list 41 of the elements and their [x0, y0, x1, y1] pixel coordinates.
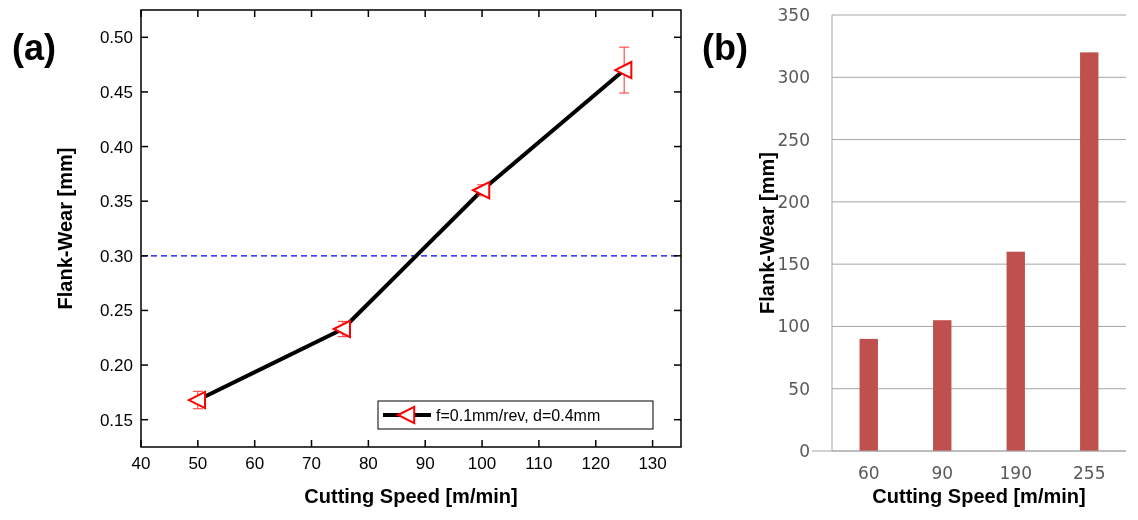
text: (a) — [12, 27, 56, 68]
bar — [1080, 52, 1099, 451]
x-tick-label: 90 — [415, 454, 435, 473]
x-tick-label: 50 — [188, 454, 208, 473]
x-tick-label: 255 — [1073, 463, 1106, 483]
y-tick-label: 0.45 — [99, 82, 133, 102]
y-axis-title: Flank-Wear [mm] — [756, 152, 778, 314]
x-tick-label: 60 — [857, 463, 880, 483]
x-tick-label: 110 — [525, 454, 553, 473]
x-tick-label: 100 — [467, 454, 497, 473]
y-tick-label: 250 — [777, 129, 810, 150]
x-tick-label: 80 — [358, 454, 378, 473]
y-tick-label: 0.15 — [99, 410, 133, 430]
x-tick-label: 70 — [302, 454, 321, 473]
y-tick-label: 350 — [777, 4, 810, 25]
x-tick-label: 130 — [638, 454, 667, 473]
legend-label: f=0.1mm/rev, d=0.4mm — [436, 406, 601, 424]
x-tick-label: 60 — [245, 454, 265, 473]
y-tick-label: 200 — [777, 191, 810, 212]
y-tick-label: 0 — [799, 440, 810, 461]
y-tick-label: 0.30 — [99, 246, 133, 266]
y-tick-label: 150 — [777, 254, 810, 275]
y-tick-label: 50 — [788, 378, 810, 399]
bar — [1006, 251, 1025, 451]
y-tick-label: 0.35 — [99, 192, 133, 212]
y-tick-label: 0.40 — [99, 137, 133, 157]
x-tick-label: 120 — [581, 454, 610, 473]
x-tick-label: 40 — [131, 454, 151, 473]
y-tick-label: 0.25 — [99, 301, 133, 321]
y-tick-label: 300 — [777, 67, 810, 88]
x-axis-title: Cutting Speed [m/min] — [872, 485, 1086, 507]
y-axis-title: Flank-Wear [mm] — [54, 147, 76, 310]
x-tick-label: 90 — [931, 463, 954, 483]
y-tick-label: 0.50 — [99, 28, 133, 48]
y-tick-label: 100 — [777, 316, 810, 337]
x-axis-title: Cutting Speed [m/min] — [304, 485, 518, 507]
bar — [933, 320, 952, 451]
bar — [859, 338, 878, 451]
y-tick-label: 0.20 — [99, 356, 133, 376]
chart-title: (b) — [702, 27, 748, 68]
x-tick-label: 190 — [999, 463, 1032, 483]
